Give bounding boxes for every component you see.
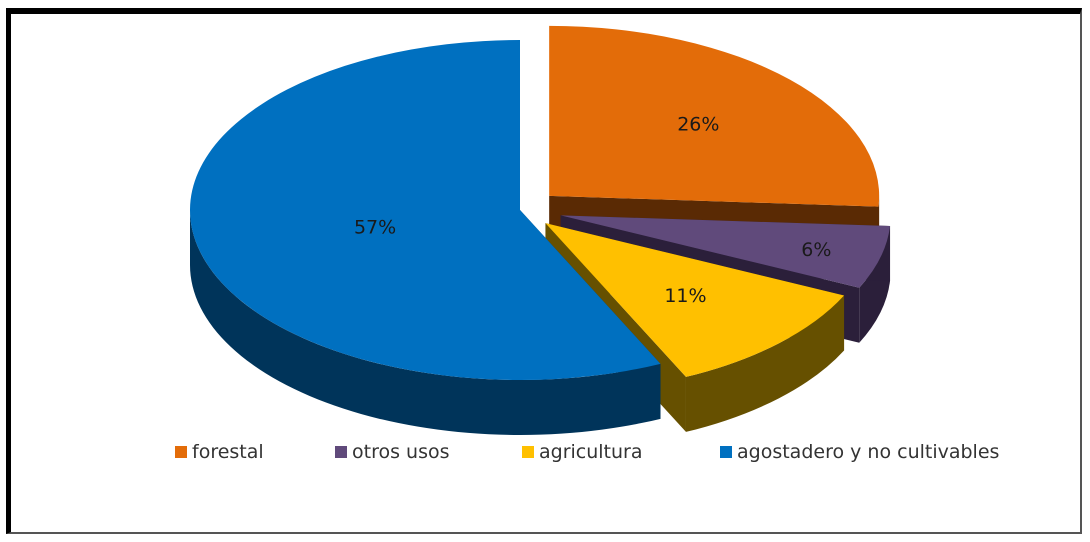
pie-data-labels: 26% 6% 11% 57% xyxy=(354,114,832,307)
legend-swatch-agricultura xyxy=(522,446,534,458)
legend-swatch-agostadero-y-no-cultivables xyxy=(720,446,732,458)
legend: forestal otros usos agricultura agostadero … xyxy=(175,441,999,463)
legend-label-agostadero-y-no-cultivables: agostadero y no cultivables xyxy=(737,441,999,463)
legend-label-otros-usos: otros usos xyxy=(352,441,450,463)
pie-tops xyxy=(189,25,891,380)
legend-swatch-otros-usos xyxy=(335,446,347,458)
legend-label-agricultura: agricultura xyxy=(539,441,643,463)
pie-slice-agostadero-y-no-cultivables xyxy=(189,40,661,380)
legend-swatch-forestal xyxy=(175,446,187,458)
pie-slice-agricultura xyxy=(545,223,845,377)
data-label-agostadero-y-no-cultivables: 57% xyxy=(354,217,396,239)
pie-slice-otros-usos xyxy=(560,215,891,288)
data-label-forestal: 26% xyxy=(677,114,719,136)
pie-side-agostadero-y-no-cultivables xyxy=(189,210,661,435)
data-label-otros-usos: 6% xyxy=(801,239,831,261)
data-label-agricultura: 11% xyxy=(664,285,706,307)
pie-slice-forestal xyxy=(549,25,880,207)
legend-label-forestal: forestal xyxy=(192,441,264,463)
